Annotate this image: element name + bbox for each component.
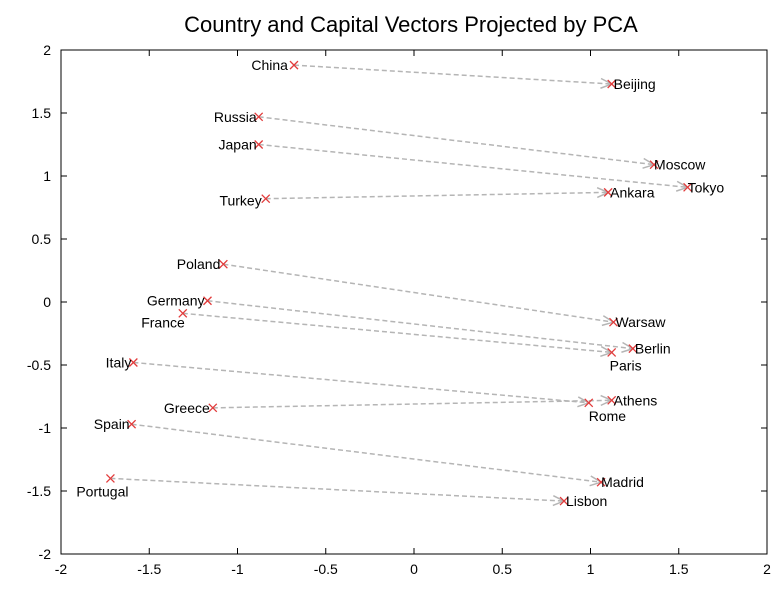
label-germany: Germany [147,293,205,309]
label-lisbon: Lisbon [566,493,607,509]
connector-greece [212,394,614,409]
point-labels: China Beijing Russia Moscow Japan Tokyo Turkey… [76,57,724,509]
connector-poland [223,263,616,327]
x-tick-label: 1 [587,561,595,577]
axis-ticks: -2 -1.5 -1 -0.5 0 0.5 1 1.5 2 2 1.5 1 0.5 0 -0.5 -1 -1.5… [27,42,771,577]
label-china: China [251,57,288,73]
y-tick-label: 0 [43,294,51,310]
label-athens: Athens [614,392,658,408]
point-spain [127,419,137,429]
connectors [110,64,690,507]
y-tick-label: -2 [39,546,52,562]
point-madrid [596,477,606,487]
point-warsaw [608,317,618,327]
label-ankara: Ankara [610,184,655,200]
label-moscow: Moscow [654,157,706,173]
y-tick-label: 1 [43,168,51,184]
chart-title: Country and Capital Vectors Projected by… [184,12,638,37]
y-tick-label: -1 [39,420,52,436]
point-athens [607,395,617,405]
connector-spain [131,423,603,487]
y-tick-label: 1.5 [32,105,52,121]
point-japan [254,140,264,149]
label-madrid: Madrid [601,474,644,490]
y-tick-label: 2 [43,42,51,58]
label-warsaw: Warsaw [615,314,666,330]
point-beijing [607,79,617,89]
connector-portugal [110,477,566,507]
point-italy [128,358,138,367]
point-moscow [649,160,659,170]
point-china [289,60,299,70]
label-portugal: Portugal [76,483,128,499]
point-paris [607,347,617,357]
points [105,60,693,506]
x-tick-label: -2 [55,561,68,577]
label-tokyo: Tokyo [688,179,725,195]
x-tick-label: -1 [231,561,244,577]
point-poland [218,259,228,269]
connector-turkey [265,186,610,200]
y-tick-label: 0.5 [32,231,52,247]
x-tick-label: 1.5 [669,561,689,577]
x-tick-label: 0 [410,561,418,577]
x-tick-label: 0.5 [493,561,513,577]
label-rome: Rome [589,408,627,424]
x-tick-label: -0.5 [314,561,338,577]
label-paris: Paris [610,357,642,373]
label-italy: Italy [106,354,132,370]
x-tick-label: -1.5 [137,561,161,577]
connector-russia [258,116,656,169]
connector-germany [207,299,635,353]
point-france [178,308,188,318]
label-japan: Japan [219,137,257,153]
label-beijing: Beijing [614,76,656,92]
y-tick-label: -0.5 [27,357,51,373]
label-poland: Poland [177,256,221,272]
point-turkey [261,194,271,204]
label-spain: Spain [94,416,130,432]
point-russia [254,112,264,122]
label-france: France [141,314,185,330]
point-berlin [628,344,638,354]
point-rome [584,398,594,408]
point-portugal [105,473,115,483]
connector-france [182,312,614,357]
point-ankara [603,187,613,197]
label-berlin: Berlin [635,341,671,357]
label-greece: Greece [164,400,210,416]
point-tokyo [683,182,693,192]
label-turkey: Turkey [219,193,261,209]
point-greece [208,403,218,413]
y-tick-label: -1.5 [27,483,51,499]
point-germany [203,296,212,306]
label-russia: Russia [214,109,257,125]
point-lisbon [559,496,569,506]
connector-china [293,64,614,89]
x-tick-label: 2 [763,561,771,577]
